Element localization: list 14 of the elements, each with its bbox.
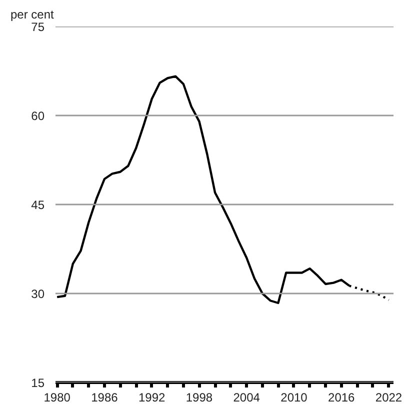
y-tick-label: 45 bbox=[31, 198, 45, 212]
y-tick-label: 60 bbox=[31, 109, 45, 123]
x-tick-label: 2016 bbox=[328, 390, 356, 404]
y-axis-title: per cent bbox=[10, 8, 55, 22]
x-tick-label: 1998 bbox=[186, 390, 213, 404]
x-tick-label: 1986 bbox=[91, 390, 118, 404]
y-tick-label: 30 bbox=[31, 287, 45, 301]
x-tick-label: 2004 bbox=[233, 390, 260, 404]
x-tick-label: 1980 bbox=[44, 390, 71, 404]
x-tick-label: 2022 bbox=[375, 390, 402, 404]
y-tick-label: 75 bbox=[31, 20, 45, 34]
x-tick-label: 1992 bbox=[138, 390, 166, 404]
y-tick-label: 15 bbox=[31, 376, 45, 390]
x-tick-label: 2010 bbox=[280, 390, 308, 404]
